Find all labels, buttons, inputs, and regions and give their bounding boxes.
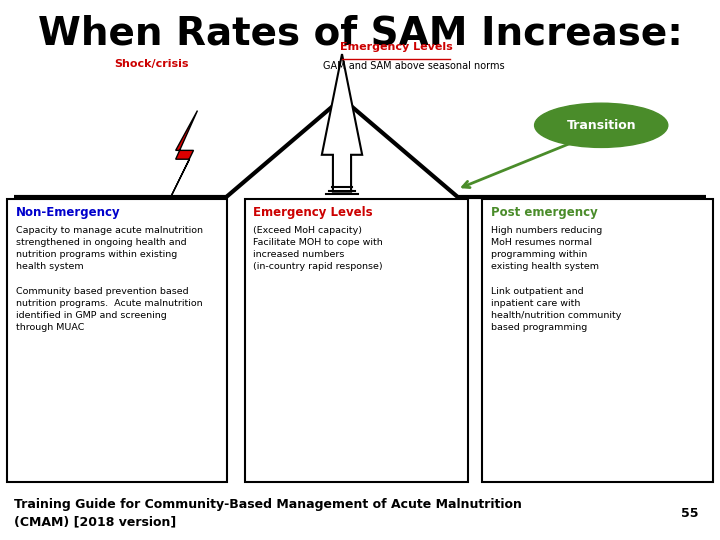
Text: Emergency Levels: Emergency Levels — [340, 42, 452, 52]
Text: Emergency Levels: Emergency Levels — [253, 206, 373, 219]
Text: When Rates of SAM Increase:: When Rates of SAM Increase: — [37, 15, 683, 53]
FancyBboxPatch shape — [482, 199, 713, 482]
Ellipse shape — [534, 103, 668, 147]
Text: GAM and SAM above seasonal norms: GAM and SAM above seasonal norms — [323, 62, 505, 71]
Text: Shock/crisis: Shock/crisis — [114, 59, 189, 69]
Text: (Exceed MoH capacity)
Facilitate MOH to cope with
increased numbers
(in-country : (Exceed MoH capacity) Facilitate MOH to … — [253, 226, 383, 272]
Text: Non-Emergency: Non-Emergency — [16, 206, 120, 219]
Text: Capacity to manage acute malnutrition
strengthened in ongoing health and
nutriti: Capacity to manage acute malnutrition st… — [16, 226, 203, 332]
Text: High numbers reducing
MoH resumes normal
programming within
existing health syst: High numbers reducing MoH resumes normal… — [491, 226, 621, 332]
FancyBboxPatch shape — [7, 199, 227, 482]
Polygon shape — [170, 111, 197, 199]
Text: Post emergency: Post emergency — [491, 206, 598, 219]
Polygon shape — [322, 54, 362, 192]
Text: Transition: Transition — [567, 119, 636, 132]
Text: Training Guide for Community-Based Management of Acute Malnutrition
(CMAM) [2018: Training Guide for Community-Based Manag… — [14, 498, 522, 528]
FancyBboxPatch shape — [245, 199, 468, 482]
Text: 55: 55 — [681, 507, 698, 520]
